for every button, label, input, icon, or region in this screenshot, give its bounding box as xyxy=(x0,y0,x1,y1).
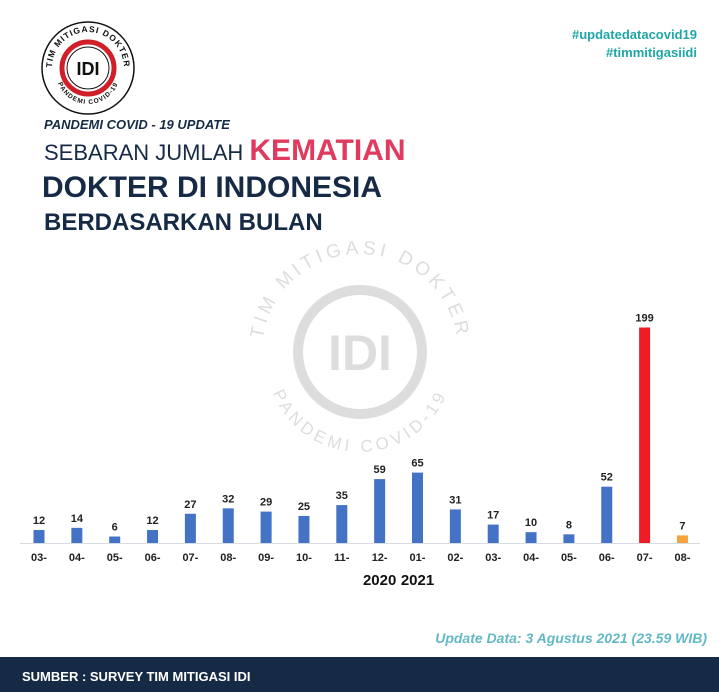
category-label-8: 11- xyxy=(334,552,350,564)
idi-logo: IDI TIM MITIGASI DOKTER PANDEMI COVID-19 xyxy=(41,21,135,115)
category-label-4: 07- xyxy=(182,552,198,564)
watermark-logo: IDI TIM MITIGASI DOKTER PANDEMI COVID-19 xyxy=(247,238,469,457)
category-label-3: 06- xyxy=(145,552,161,564)
value-label-14: 8 xyxy=(566,519,572,531)
value-label-17: 7 xyxy=(679,520,685,532)
bar-2 xyxy=(109,536,121,543)
value-label-13: 10 xyxy=(525,517,537,529)
bar-15 xyxy=(601,486,613,543)
category-label-1: 04- xyxy=(69,552,85,564)
bar-3 xyxy=(147,530,159,543)
category-label-15: 06- xyxy=(599,552,615,564)
category-label-9: 12- xyxy=(372,552,388,564)
hashtag-team: #timmitigasiidi xyxy=(605,45,697,60)
title-line-1: SEBARAN JUMLAH KEMATIAN xyxy=(44,134,405,168)
bar-1 xyxy=(71,527,83,543)
value-label-12: 17 xyxy=(487,510,499,522)
footer-bar: SUMBER : SURVEY TIM MITIGASI IDI xyxy=(0,657,719,692)
category-label-6: 09- xyxy=(258,552,274,564)
logo-mark: IDI xyxy=(76,59,99,79)
category-label-16: 07- xyxy=(637,552,653,564)
category-label-5: 08- xyxy=(220,552,236,564)
value-label-5: 32 xyxy=(222,493,234,505)
year-label-1: 2021 xyxy=(401,572,434,589)
category-label-12: 03- xyxy=(485,552,501,564)
bar-4 xyxy=(184,513,196,543)
category-label-14: 05- xyxy=(561,552,577,564)
bar-17 xyxy=(676,535,688,543)
value-label-1: 14 xyxy=(71,513,84,525)
category-label-2: 05- xyxy=(107,552,123,564)
source-text: SUMBER : SURVEY TIM MITIGASI IDI xyxy=(22,669,251,684)
bar-12 xyxy=(487,524,499,543)
bar-0 xyxy=(33,530,45,543)
watermark-mark: IDI xyxy=(328,325,392,381)
bar-13 xyxy=(525,532,537,543)
value-label-6: 29 xyxy=(260,497,272,509)
update-note: Update Data: 3 Agustus 2021 (23.59 WIB) xyxy=(435,630,707,646)
year-label-0: 2020 xyxy=(363,572,396,589)
value-label-16: 199 xyxy=(635,312,653,324)
bar-8 xyxy=(336,505,348,543)
title-highlight: KEMATIAN xyxy=(249,134,406,167)
bar-chart: 12 03- 14 04- 6 05- 12 06- 27 07- 32 08- 29 09- 25 10- 3… xyxy=(20,312,700,589)
bar-11 xyxy=(449,509,461,543)
category-label-10: 01- xyxy=(410,552,426,564)
bar-10 xyxy=(412,472,423,543)
bar-5 xyxy=(222,508,234,543)
value-label-4: 27 xyxy=(184,499,196,511)
bar-6 xyxy=(260,511,272,543)
bar-16 xyxy=(639,327,651,543)
title-line-3: BERDASARKAN BULAN xyxy=(44,209,323,236)
title-line-2: DOKTER DI INDONESIA xyxy=(42,171,383,204)
category-label-7: 10- xyxy=(296,552,312,564)
value-label-8: 35 xyxy=(336,490,348,502)
kicker: PANDEMI COVID - 19 UPDATE xyxy=(44,117,230,132)
bar-9 xyxy=(374,479,386,543)
value-label-10: 65 xyxy=(411,458,423,470)
value-label-15: 52 xyxy=(601,472,613,484)
value-label-11: 31 xyxy=(449,494,461,506)
value-label-3: 12 xyxy=(146,515,158,527)
bar-14 xyxy=(563,534,575,543)
value-label-7: 25 xyxy=(298,501,310,513)
value-label-2: 6 xyxy=(112,522,118,534)
category-label-13: 04- xyxy=(523,552,539,564)
category-label-11: 02- xyxy=(447,552,463,564)
bar-7 xyxy=(298,515,310,543)
category-label-17: 08- xyxy=(674,552,690,564)
category-label-0: 03- xyxy=(31,552,47,564)
title-prefix: SEBARAN JUMLAH xyxy=(44,140,250,165)
hashtag-update: #updatedatacovid19 xyxy=(572,27,697,42)
value-label-9: 59 xyxy=(374,464,386,476)
hashtags: #updatedatacovid19 #timmitigasiidi xyxy=(572,26,697,62)
value-label-0: 12 xyxy=(33,515,45,527)
